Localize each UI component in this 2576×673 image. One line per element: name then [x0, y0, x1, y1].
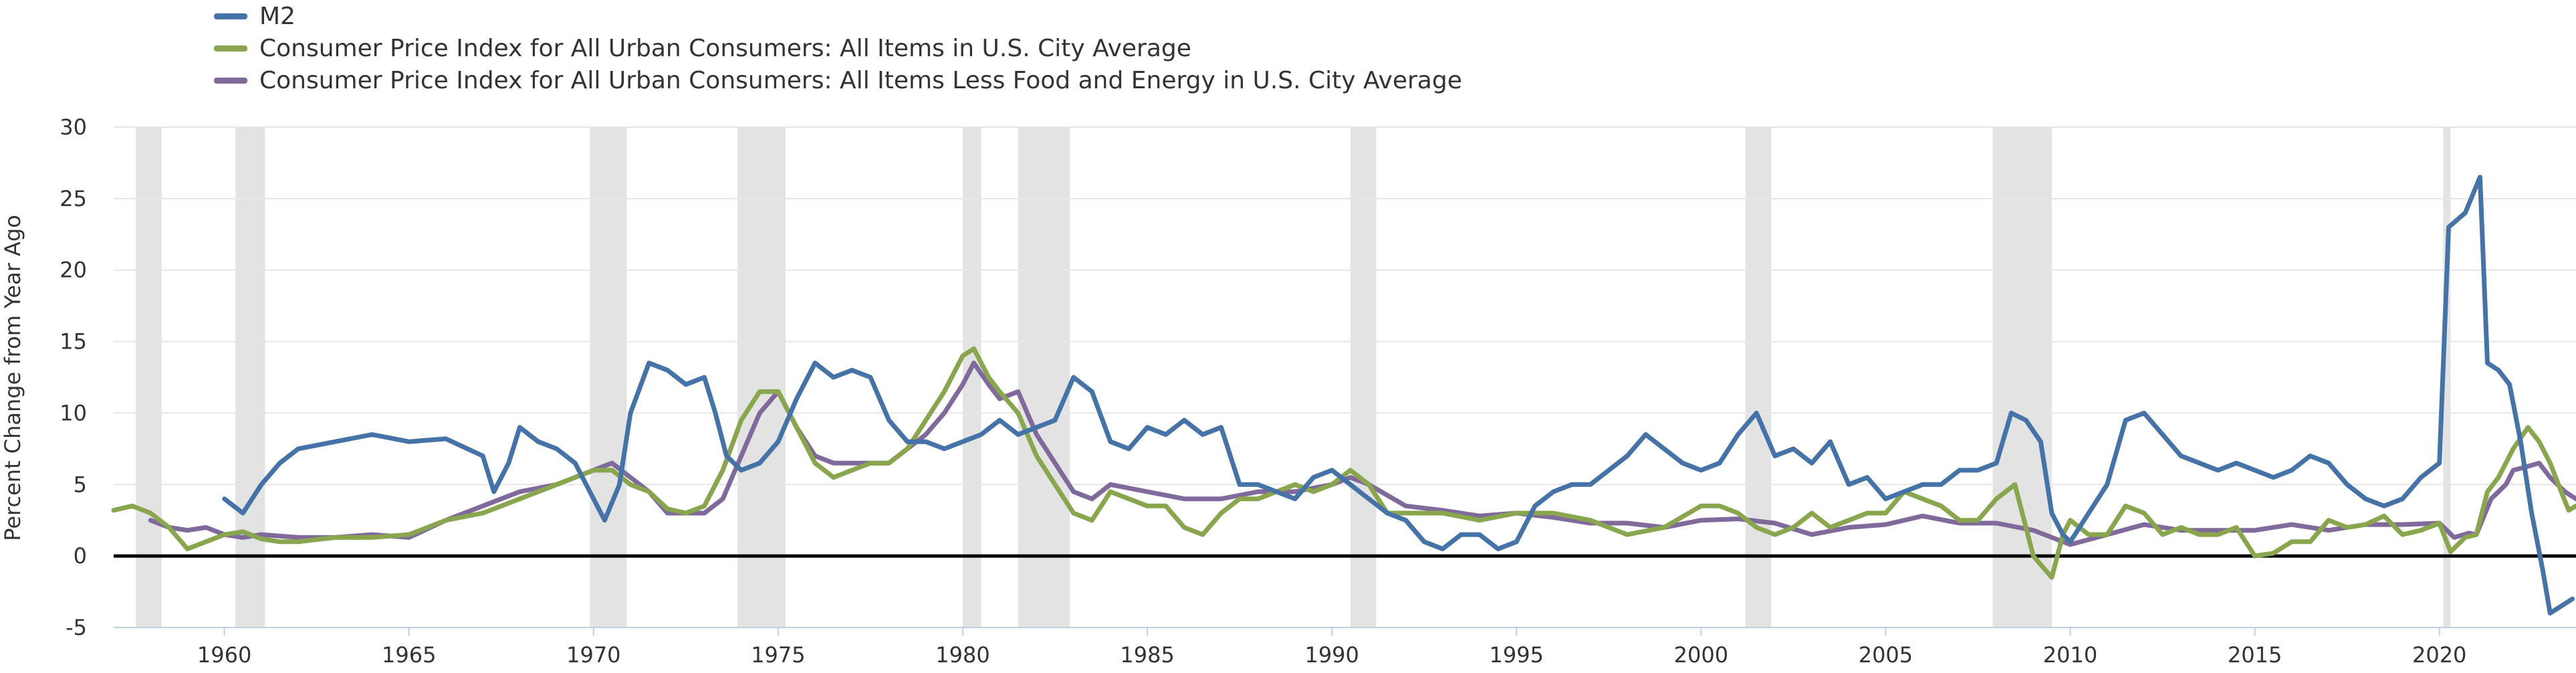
x-tick-label: 2020 — [2412, 642, 2466, 668]
x-tick-label: 1995 — [1490, 642, 1544, 668]
recession-band-2 — [590, 127, 627, 628]
y-tick-label: 5 — [74, 472, 87, 497]
y-tick-label: 10 — [60, 400, 87, 425]
legend-swatch-cpi — [214, 45, 247, 52]
x-tick-label: 1990 — [1304, 642, 1359, 668]
x-tick-label: 1970 — [566, 642, 620, 668]
x-tick-label: 2000 — [1674, 642, 1728, 668]
legend-swatch-m2 — [214, 13, 247, 19]
legend-label-cpi: Consumer Price Index for All Urban Consu… — [259, 34, 1191, 62]
gridlines — [114, 126, 2576, 628]
x-tick-label: 2010 — [2043, 642, 2097, 668]
recession-band-7 — [1745, 127, 1772, 628]
recession-band-6 — [1350, 127, 1377, 628]
y-tick-label: 0 — [74, 543, 87, 569]
y-tick-label: 30 — [60, 114, 87, 140]
recession-band-1 — [235, 127, 265, 628]
legend-item-m2[interactable]: M2 — [214, 0, 1462, 32]
recession-band-5 — [1018, 127, 1070, 628]
x-axis-ticks: 1960 1965 1970 1975 1980 1985 1990 1995 2000 2005… — [197, 628, 2466, 668]
x-tick-label: 2015 — [2228, 642, 2282, 668]
x-tick-label: 1985 — [1120, 642, 1174, 668]
recession-band-3 — [737, 127, 786, 628]
legend: M2 Consumer Price Index for All Urban Co… — [214, 0, 1462, 96]
series-line-0[interactable] — [222, 175, 2575, 616]
recession-band-9 — [2443, 127, 2451, 628]
series-lines — [111, 175, 2576, 616]
x-tick-label: 1980 — [935, 642, 989, 668]
legend-label-m2: M2 — [259, 2, 296, 30]
recession-band-8 — [1992, 127, 2052, 628]
legend-swatch-core-cpi — [214, 77, 247, 84]
x-tick-label: 1975 — [751, 642, 805, 668]
y-tick-label: -5 — [66, 615, 87, 640]
y-tick-label: 25 — [60, 186, 87, 211]
recession-band-0 — [136, 127, 162, 628]
y-axis-title: Percent Change from Year Ago — [0, 215, 25, 541]
x-tick-label: 1965 — [382, 642, 436, 668]
y-tick-label: 20 — [60, 258, 87, 283]
recession-bands — [136, 127, 2451, 628]
legend-item-core-cpi[interactable]: Consumer Price Index for All Urban Consu… — [214, 64, 1462, 96]
x-tick-label: 1960 — [197, 642, 251, 668]
legend-item-cpi[interactable]: Consumer Price Index for All Urban Consu… — [214, 32, 1462, 64]
legend-label-core-cpi: Consumer Price Index for All Urban Consu… — [259, 66, 1462, 94]
y-tick-label: 15 — [60, 329, 87, 355]
x-tick-label: 2005 — [1859, 642, 1913, 668]
series-line-1[interactable] — [111, 346, 2576, 580]
y-axis-ticks: -5 0 5 10 15 20 25 30 — [60, 114, 87, 640]
